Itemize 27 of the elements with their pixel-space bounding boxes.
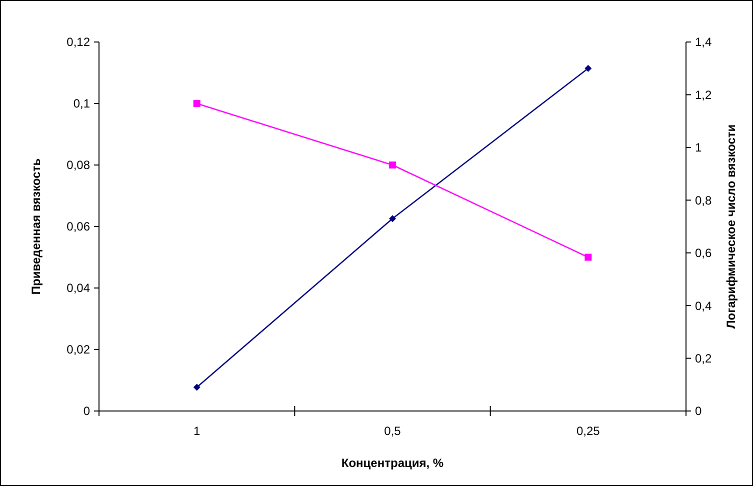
y-tick-label: 0,1	[73, 96, 90, 111]
y2-tick-label: 1,4	[695, 35, 712, 50]
y2-tick-label: 0,6	[695, 246, 712, 260]
y2-tick-label: 0,8	[695, 193, 712, 208]
y-tick-label: 0,04	[66, 281, 90, 296]
x-tick-label: 1	[193, 424, 200, 438]
y-tick-label: 0,12	[66, 35, 90, 50]
y2-tick-label: 0,2	[695, 351, 712, 366]
point	[193, 384, 200, 391]
y2-tick-label: 0	[695, 404, 702, 418]
y-tick-label: 0	[83, 404, 90, 418]
y-tick-label: 0,08	[66, 158, 90, 172]
y-tick-label: 0,02	[66, 342, 90, 357]
x-axis-title: Концентрация, %	[341, 456, 444, 470]
y-axis-title: Приведенная вязкость	[29, 158, 43, 295]
point	[193, 100, 200, 107]
x-tick-label: 0,25	[576, 424, 600, 438]
y2-tick-label: 1	[695, 140, 702, 155]
x-tick-label: 0,5	[384, 424, 402, 438]
point	[389, 162, 396, 168]
y-tick-label: 0,06	[66, 220, 90, 234]
y2-tick-label: 1,2	[695, 88, 712, 102]
point	[389, 215, 396, 222]
y2-tick-label: 0,4	[695, 298, 712, 313]
point	[584, 64, 592, 72]
point	[584, 254, 592, 261]
y2-axis-title: Логарифмическое число вязкости	[724, 124, 738, 329]
